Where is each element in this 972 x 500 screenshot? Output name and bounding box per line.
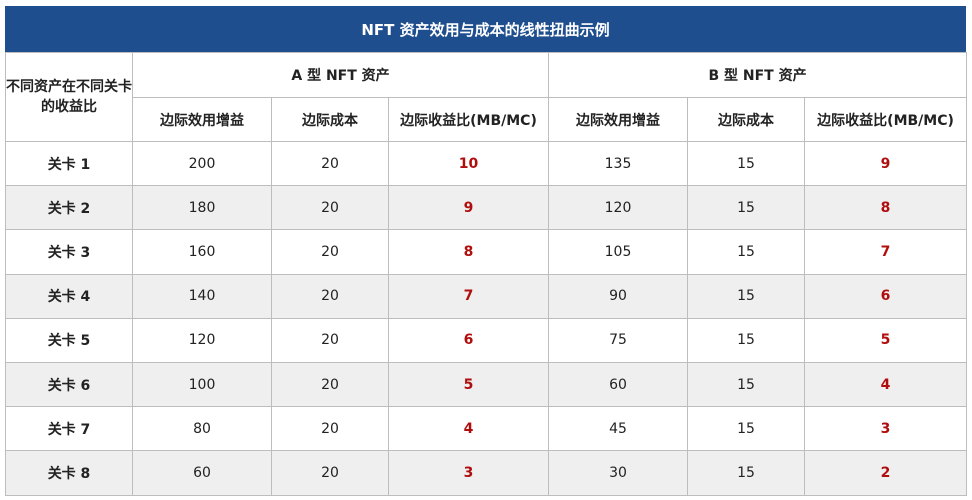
cell-b-cost: 15	[687, 185, 806, 231]
row-level: 关卡 8	[5, 450, 133, 496]
table-row: 关卡 6 100 20 5 60 15 4	[5, 361, 968, 408]
column-header-a-gain: 边际效用增益	[132, 97, 272, 142]
cell-b-cost: 15	[687, 361, 806, 408]
data-table: 不同资产在不同关卡的收益比 A 型 NFT 资产 B 型 NFT 资产 边际效用…	[5, 52, 968, 496]
table-row: 关卡 3 160 20 8 105 15 7	[5, 229, 968, 275]
cell-b-ratio: 2	[804, 450, 968, 496]
row-level: 关卡 2	[5, 185, 133, 231]
cell-b-ratio: 4	[804, 361, 968, 408]
cell-a-ratio: 6	[387, 317, 550, 363]
cell-a-gain: 120	[132, 317, 272, 363]
cell-b-cost: 15	[687, 317, 806, 363]
cell-b-gain: 30	[548, 450, 689, 496]
group-header-b: B 型 NFT 资产	[548, 52, 968, 98]
cell-b-gain: 120	[548, 185, 689, 231]
cell-b-cost: 15	[687, 273, 806, 319]
table-row: 关卡 8 60 20 3 30 15 2	[5, 450, 968, 496]
table-row: 关卡 5 120 20 6 75 15 5	[5, 317, 968, 363]
cell-b-gain: 90	[548, 273, 689, 319]
cell-b-ratio: 8	[804, 185, 968, 231]
cell-a-ratio: 10	[387, 140, 550, 187]
table-row: 关卡 2 180 20 9 120 15 8	[5, 185, 968, 231]
cell-b-ratio: 5	[804, 317, 968, 363]
cell-a-ratio: 4	[387, 406, 550, 452]
table-row: 关卡 4 140 20 7 90 15 6	[5, 273, 968, 319]
cell-a-gain: 140	[132, 273, 272, 319]
cell-a-gain: 100	[132, 361, 272, 408]
cell-b-gain: 45	[548, 406, 689, 452]
cell-b-ratio: 3	[804, 406, 968, 452]
table-container: NFT 资产效用与成本的线性扭曲示例 不同资产在不同关卡的收益比 A 型 NFT…	[5, 6, 968, 496]
cell-a-gain: 180	[132, 185, 272, 231]
cell-a-ratio: 3	[387, 450, 550, 496]
column-header-a-cost: 边际成本	[271, 97, 389, 142]
cell-a-cost: 20	[271, 185, 389, 231]
cell-a-cost: 20	[271, 317, 389, 363]
cell-a-ratio: 9	[387, 185, 550, 231]
cell-b-cost: 15	[687, 140, 806, 187]
cell-a-ratio: 8	[387, 229, 550, 275]
cell-b-cost: 15	[687, 229, 806, 275]
cell-a-cost: 20	[271, 273, 389, 319]
table-title: NFT 资产效用与成本的线性扭曲示例	[5, 6, 966, 52]
cell-b-gain: 60	[548, 361, 689, 408]
cell-b-gain: 105	[548, 229, 689, 275]
cell-a-cost: 20	[271, 406, 389, 452]
column-header-b-cost: 边际成本	[687, 97, 806, 142]
cell-b-gain: 135	[548, 140, 689, 187]
row-level: 关卡 3	[5, 229, 133, 275]
group-header-a: A 型 NFT 资产	[131, 52, 550, 98]
cell-a-gain: 200	[132, 140, 272, 187]
cell-b-cost: 15	[687, 406, 806, 452]
cell-b-gain: 75	[548, 317, 689, 363]
row-level: 关卡 5	[5, 317, 133, 363]
corner-header: 不同资产在不同关卡的收益比	[5, 52, 133, 142]
row-level: 关卡 4	[5, 273, 133, 319]
cell-a-ratio: 7	[387, 273, 550, 319]
cell-b-ratio: 9	[804, 140, 968, 187]
cell-a-cost: 20	[271, 140, 389, 187]
row-level: 关卡 6	[5, 361, 133, 408]
cell-b-cost: 15	[687, 450, 806, 496]
cell-a-gain: 60	[132, 450, 272, 496]
cell-a-gain: 80	[132, 406, 272, 452]
column-header-b-gain: 边际效用增益	[548, 97, 689, 142]
cell-a-ratio: 5	[387, 361, 550, 408]
cell-a-cost: 20	[271, 361, 389, 408]
cell-b-ratio: 7	[804, 229, 968, 275]
table-row: 关卡 7 80 20 4 45 15 3	[5, 406, 968, 452]
row-level: 关卡 1	[5, 140, 133, 187]
table-row: 关卡 1 200 20 10 135 15 9	[5, 140, 968, 187]
cell-b-ratio: 6	[804, 273, 968, 319]
cell-a-cost: 20	[271, 450, 389, 496]
cell-a-cost: 20	[271, 229, 389, 275]
cell-a-gain: 160	[132, 229, 272, 275]
column-header-b-ratio: 边际收益比(MB/MC)	[804, 97, 968, 142]
row-level: 关卡 7	[5, 406, 133, 452]
column-header-a-ratio: 边际收益比(MB/MC)	[387, 97, 550, 142]
